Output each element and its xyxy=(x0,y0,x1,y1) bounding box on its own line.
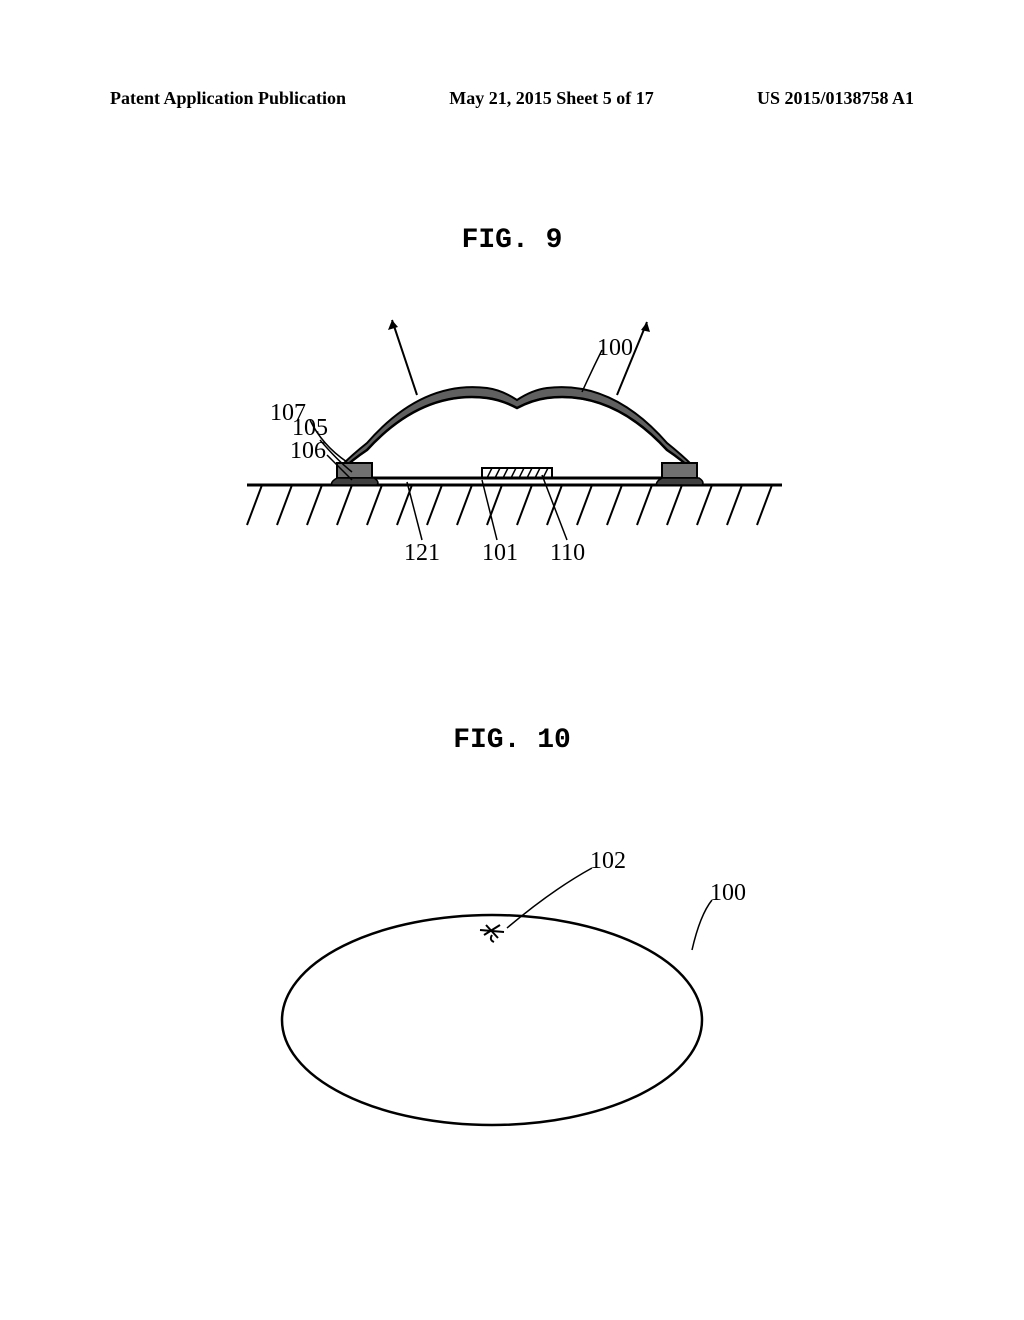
figure-10: 102 100 xyxy=(252,830,772,1150)
ref-100-fig9: 100 xyxy=(597,335,633,362)
header-right: US 2015/0138758 A1 xyxy=(757,88,914,109)
figure-9-label: FIG. 9 xyxy=(0,225,1024,256)
ref-110: 110 xyxy=(550,540,585,567)
figure-9-svg xyxy=(192,300,832,620)
header-left: Patent Application Publication xyxy=(110,88,346,109)
figure-10-label: FIG. 10 xyxy=(0,725,1024,756)
ref-106: 106 xyxy=(290,438,326,465)
ref-101: 101 xyxy=(482,540,518,567)
ref-102: 102 xyxy=(590,848,626,875)
figure-10-svg xyxy=(252,830,772,1150)
ref-100-fig10: 100 xyxy=(710,880,746,907)
page-header: Patent Application Publication May 21, 2… xyxy=(0,88,1024,109)
figure-9: 100 107 105 106 121 101 110 xyxy=(192,300,832,620)
header-center: May 21, 2015 Sheet 5 of 17 xyxy=(449,88,653,109)
ref-121: 121 xyxy=(404,540,440,567)
